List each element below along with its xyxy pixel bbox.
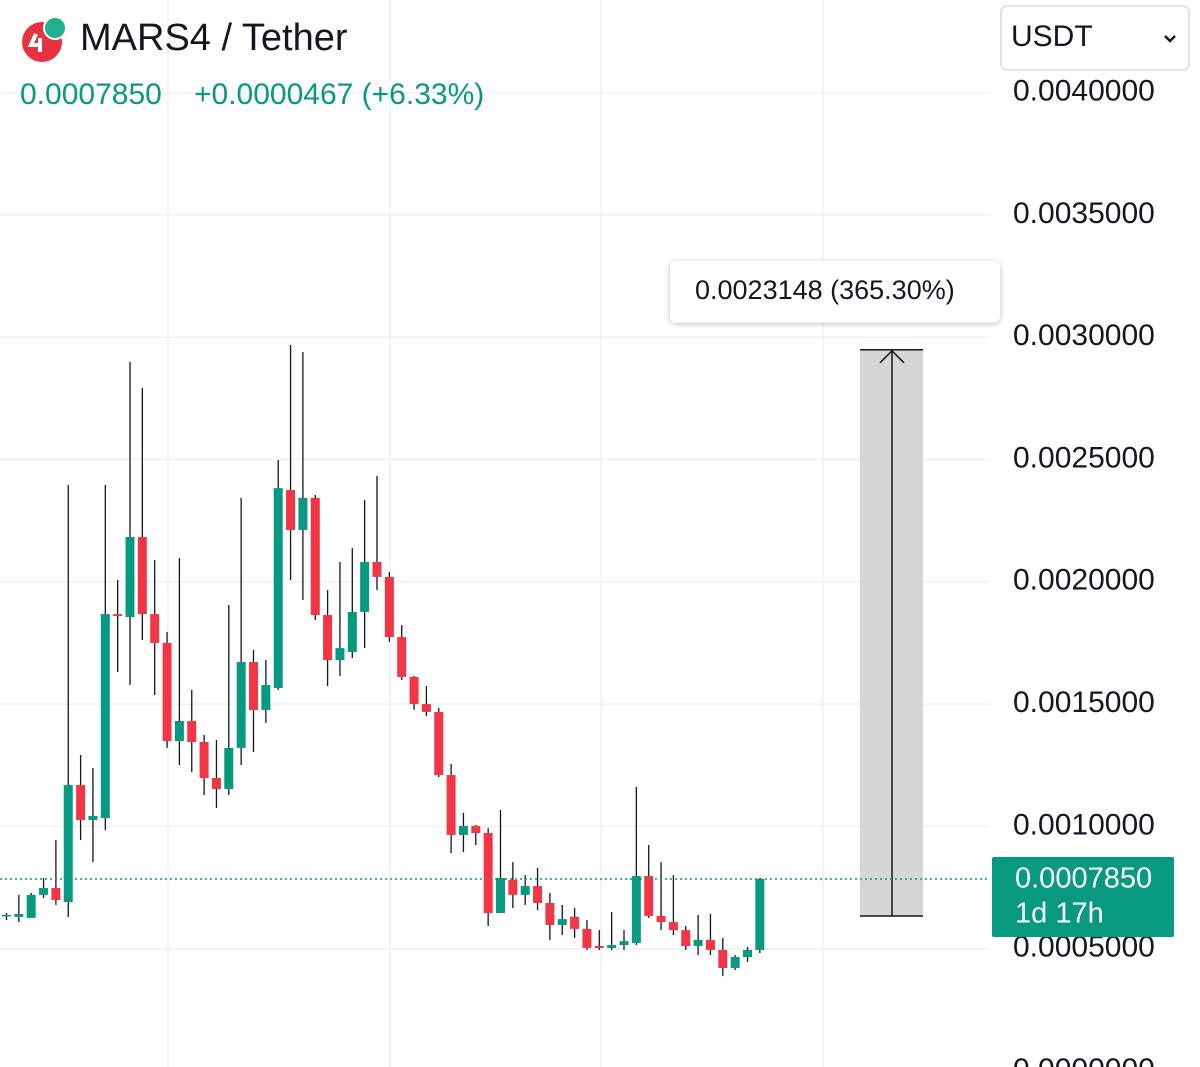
candle-body <box>557 919 567 925</box>
candle-body <box>631 876 641 944</box>
candle-body <box>421 704 431 712</box>
candle-body <box>137 537 147 615</box>
last-price-tag <box>992 856 1174 937</box>
header: MARS4 / Tether 0.0007850 +0.0000467 (+6.… <box>20 5 1190 111</box>
candle-body <box>471 825 481 834</box>
candle-body <box>582 928 592 948</box>
candle-body <box>434 711 444 776</box>
candle-body <box>273 488 283 688</box>
candle-body <box>446 775 456 835</box>
candle-body <box>335 648 345 661</box>
candle-body <box>545 902 555 925</box>
plot: 0.0023148 (365.30%) <box>0 91 1000 977</box>
title: MARS4 / Tether <box>80 17 348 59</box>
candle-body <box>533 886 543 903</box>
candle-body <box>508 879 518 895</box>
logo-badge <box>43 16 67 40</box>
candle-body <box>730 957 740 969</box>
candle-body <box>51 888 61 901</box>
candle-body <box>458 825 468 835</box>
candle-body <box>14 913 24 917</box>
candle-body <box>570 916 580 929</box>
measure-label: 0.0023148 (365.30%) <box>695 275 955 305</box>
candle-body <box>298 497 308 530</box>
y-tick-label: 0.0040000 <box>1013 75 1155 108</box>
candle-body <box>174 720 184 742</box>
candle-body <box>718 949 728 969</box>
candle-body <box>496 878 505 913</box>
candle-body <box>88 815 98 821</box>
candle-body <box>372 561 382 577</box>
y-tick-label: 0.0020000 <box>1013 564 1155 597</box>
candle-body <box>743 949 752 958</box>
candle-body <box>39 888 49 895</box>
price-axis: 0.00000000.00050000.00100000.00150000.00… <box>992 75 1174 1067</box>
candle-body <box>323 615 333 661</box>
candle-body <box>211 777 221 789</box>
candle-body <box>656 915 666 923</box>
candle-body <box>644 876 654 916</box>
candle-body <box>187 720 197 743</box>
candle-body <box>409 676 419 705</box>
y-tick-label: 0.0030000 <box>1013 319 1155 352</box>
candle-body <box>150 614 160 643</box>
candle-body <box>63 785 73 902</box>
candle-body <box>520 886 530 895</box>
candle-body <box>483 833 493 913</box>
candle-body <box>360 561 370 612</box>
y-tick-label: 0.0025000 <box>1013 441 1155 474</box>
chevron[interactable] <box>1164 35 1176 43</box>
candle-body <box>755 878 765 950</box>
y-tick-label: 0.0010000 <box>1013 808 1155 841</box>
candle-body <box>705 939 715 950</box>
candle-body <box>681 930 691 947</box>
candle-body <box>249 662 258 710</box>
candle-body <box>125 537 135 618</box>
candle-body <box>236 662 246 748</box>
candle-body <box>619 941 629 946</box>
change: +0.0000467 (+6.33%) <box>194 78 484 111</box>
candle-body <box>2 914 11 917</box>
candle-body <box>100 614 110 819</box>
logo-glyph <box>27 33 42 52</box>
candle-body <box>310 497 320 616</box>
y-tick-label: 0.0015000 <box>1013 686 1155 719</box>
grid <box>167 0 824 1067</box>
quote-selector[interactable] <box>1000 5 1190 71</box>
candle-body <box>668 922 678 931</box>
candle-body <box>26 894 36 918</box>
candle-body <box>693 939 703 947</box>
candle-body <box>347 611 357 653</box>
candle-body <box>162 642 172 742</box>
countdown: 1d 17h <box>1015 898 1104 930</box>
measure-arrowhead <box>879 349 905 364</box>
last-price-label: 0.0007850 <box>1015 863 1152 895</box>
y-tick-label: 0.0000000 <box>1013 1053 1155 1067</box>
candle-body <box>199 742 209 778</box>
candle-body <box>594 946 604 948</box>
candle-body <box>224 747 234 789</box>
candle-body <box>286 490 296 530</box>
candle-body <box>384 576 394 638</box>
price: 0.0007850 <box>20 78 162 111</box>
measure-label-box <box>670 260 1000 323</box>
candle-body <box>397 637 407 677</box>
y-tick-label: 0.0035000 <box>1013 197 1155 230</box>
candle-body <box>76 785 86 821</box>
candle-body <box>261 685 271 710</box>
candle-body <box>607 945 617 948</box>
candle-body <box>113 614 123 617</box>
quote-selector-label[interactable]: USDT <box>1011 20 1093 53</box>
